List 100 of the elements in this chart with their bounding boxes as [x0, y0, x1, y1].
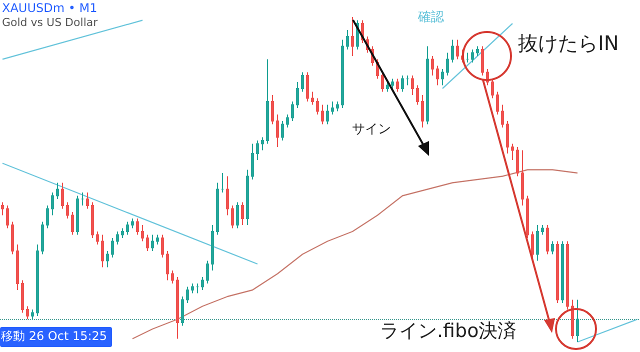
candlestick [381, 72, 384, 92]
candlestick [246, 169, 249, 226]
candlestick [506, 120, 509, 154]
candlestick [541, 224, 544, 236]
candlestick [266, 58, 269, 144]
candlestick [476, 46, 479, 56]
candlestick [451, 39, 454, 63]
candlestick [146, 234, 149, 252]
candlestick [396, 78, 399, 92]
candlestick [521, 150, 524, 206]
candlestick [191, 283, 194, 294]
candlestick [411, 75, 414, 96]
candlestick [311, 91, 314, 106]
candlestick [496, 91, 499, 115]
candlestick [226, 176, 229, 216]
candlestick [161, 234, 164, 258]
candlestick [441, 68, 444, 86]
candlestick [431, 56, 434, 76]
candlestick [251, 143, 254, 180]
candlestick [271, 94, 274, 125]
candlestick [326, 104, 329, 125]
candlestick [166, 250, 169, 281]
candlestick [66, 202, 69, 219]
candlestick [151, 234, 154, 252]
candlestick [186, 286, 189, 304]
candlestick [156, 234, 159, 245]
candlestick [126, 221, 129, 236]
candlestick [196, 283, 199, 294]
candlestick [241, 202, 244, 226]
candlestick [21, 280, 24, 314]
candlestick [181, 296, 184, 326]
candlestick [386, 82, 389, 92]
candlestick [231, 205, 234, 229]
candlestick [11, 221, 14, 255]
candlestick [46, 205, 49, 229]
candlestick [201, 276, 204, 290]
candlestick [416, 84, 419, 106]
candlestick [516, 146, 519, 177]
candlestick [511, 143, 514, 160]
candlestick [41, 221, 44, 255]
candlestick [341, 39, 344, 108]
candlestick [111, 238, 114, 258]
candlestick [121, 228, 124, 238]
candlestick [336, 101, 339, 112]
candlestick [401, 75, 404, 92]
candlestick [576, 299, 579, 342]
candlestick [391, 78, 394, 89]
chart-title: XAUUSDm • M1 [2, 1, 98, 15]
candlestick [96, 231, 99, 245]
candlestick [141, 224, 144, 242]
candlestick [466, 52, 469, 63]
candlestick [346, 30, 349, 50]
annotation: 確認 [418, 9, 444, 26]
annotation: ライン.fibo決済 [380, 319, 517, 344]
candlestick [421, 94, 424, 128]
candlestick [91, 202, 94, 238]
candlestick [536, 224, 539, 262]
candlestick [406, 75, 409, 86]
candlestick [306, 72, 309, 102]
candlestick [136, 218, 139, 236]
chart-subtitle: Gold vs US Dollar [2, 16, 98, 29]
candlestick [526, 195, 529, 238]
candlestick [331, 101, 334, 115]
candlestick [56, 182, 59, 200]
candlestick [171, 270, 174, 284]
candlestick [61, 182, 64, 210]
candlestick [6, 205, 9, 229]
candlestick [566, 240, 569, 310]
candlestick [481, 46, 484, 76]
candlestick [256, 140, 259, 160]
candlestick [471, 49, 474, 63]
candlestick [456, 39, 459, 60]
candlestick [86, 192, 89, 210]
candlestick [351, 16, 354, 56]
candlestick [276, 114, 279, 148]
candlestick [571, 299, 574, 340]
candlestick [81, 192, 84, 206]
candlestick [106, 250, 109, 268]
annotation: 抜けたらIN [518, 30, 619, 57]
candlestick [426, 46, 429, 125]
candlestick [116, 231, 119, 245]
candlestick [556, 240, 559, 304]
candlestick [51, 192, 54, 216]
candlestick [491, 78, 494, 99]
candlestick [316, 98, 319, 115]
candlestick [551, 240, 554, 255]
candlestick [176, 276, 179, 340]
candlestick [446, 52, 449, 76]
candlestick [236, 202, 239, 229]
candlestick [216, 182, 219, 236]
annotation: サイン [352, 121, 391, 138]
candlestick [286, 114, 289, 128]
candlestick [301, 72, 304, 92]
candlestick [131, 218, 134, 229]
candlestick [36, 244, 39, 316]
candlestick [296, 82, 299, 108]
candlestick [211, 224, 214, 271]
annotation: 移動 26 Oct 15:25 [0, 327, 112, 347]
candlestick [291, 101, 294, 122]
candlestick [436, 65, 439, 86]
